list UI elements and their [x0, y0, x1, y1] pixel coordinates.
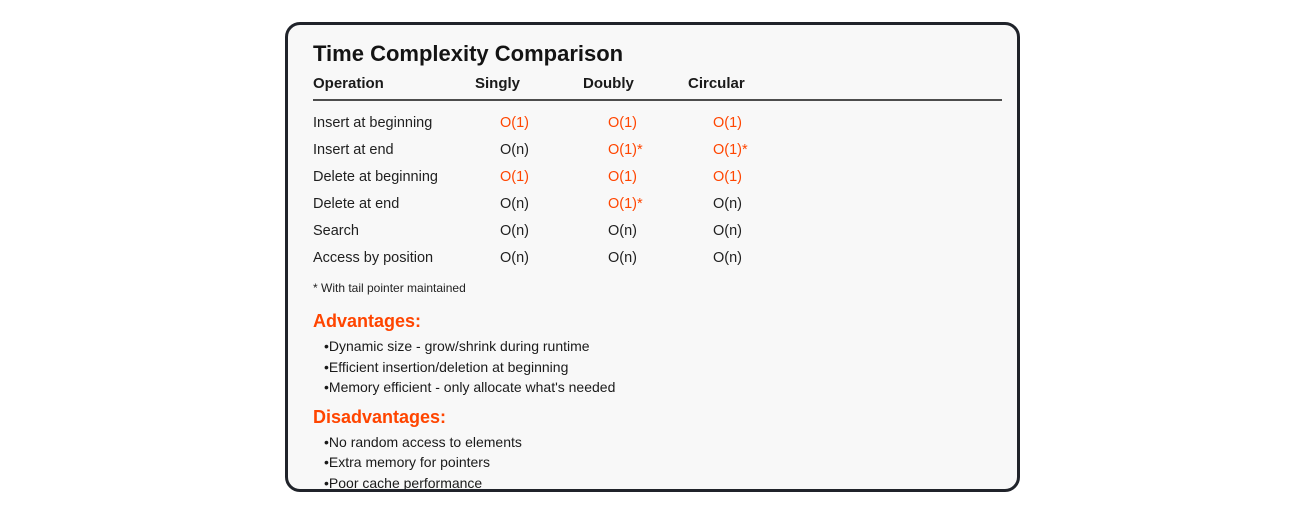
- column-header-operation: Operation: [313, 75, 384, 92]
- complexity-cell-singly: O(n): [500, 222, 529, 239]
- table-row: Access by position O(n) O(n) O(n): [313, 244, 1002, 271]
- comparison-card: Time Complexity Comparison Operation Sin…: [285, 22, 1020, 492]
- operation-cell: Search: [313, 222, 359, 239]
- advantages-list: Dynamic size - grow/shrink during runtim…: [313, 336, 992, 398]
- complexity-cell-doubly: O(n): [608, 249, 637, 266]
- table-header-row: Operation Singly Doubly Circular: [313, 75, 1002, 101]
- complexity-cell-singly: O(1): [500, 114, 529, 131]
- complexity-cell-singly: O(1): [500, 168, 529, 185]
- column-header-singly: Singly: [475, 75, 521, 92]
- table-row: Search O(n) O(n) O(n): [313, 217, 1002, 244]
- operation-cell: Delete at beginning: [313, 168, 438, 185]
- table-row: Insert at beginning O(1) O(1) O(1): [313, 109, 1002, 136]
- complexity-cell-singly: O(n): [500, 195, 529, 212]
- table-row: Delete at end O(n) O(1)* O(n): [313, 190, 1002, 217]
- complexity-cell-singly: O(n): [500, 141, 529, 158]
- complexity-cell-circular: O(1)*: [713, 141, 748, 158]
- complexity-table: Operation Singly Doubly Circular Insert …: [313, 75, 1002, 271]
- disadvantages-heading: Disadvantages:: [313, 406, 447, 427]
- table-footnote: * With tail pointer maintained: [313, 281, 466, 295]
- list-item: Extra memory for pointers: [324, 452, 992, 473]
- column-header-doubly: Doubly: [583, 75, 634, 92]
- complexity-cell-circular: O(1): [713, 114, 742, 131]
- operation-cell: Insert at end: [313, 141, 394, 158]
- table-row: Insert at end O(n) O(1)* O(1)*: [313, 136, 1002, 163]
- table-body: Insert at beginning O(1) O(1) O(1) Inser…: [313, 109, 1002, 271]
- complexity-cell-doubly: O(1)*: [608, 141, 643, 158]
- page-title: Time Complexity Comparison: [313, 41, 624, 66]
- complexity-cell-doubly: O(1): [608, 114, 637, 131]
- disadvantages-list: No random access to elements Extra memor…: [313, 432, 992, 490]
- complexity-cell-circular: O(1): [713, 168, 742, 185]
- complexity-cell-doubly: O(n): [608, 222, 637, 239]
- operation-cell: Delete at end: [313, 195, 400, 212]
- complexity-cell-doubly: O(1): [608, 168, 637, 185]
- column-header-circular: Circular: [688, 75, 745, 92]
- complexity-cell-doubly: O(1)*: [608, 195, 643, 212]
- list-item: Efficient insertion/deletion at beginnin…: [324, 357, 992, 378]
- list-item: Poor cache performance: [324, 473, 992, 490]
- complexity-cell-circular: O(n): [713, 222, 742, 239]
- complexity-cell-circular: O(n): [713, 195, 742, 212]
- list-item: Dynamic size - grow/shrink during runtim…: [324, 336, 992, 357]
- complexity-cell-singly: O(n): [500, 249, 529, 266]
- operation-cell: Insert at beginning: [313, 114, 433, 131]
- list-item: Memory efficient - only allocate what's …: [324, 377, 992, 398]
- advantages-heading: Advantages:: [313, 311, 422, 331]
- table-row: Delete at beginning O(1) O(1) O(1): [313, 163, 1002, 190]
- list-item: No random access to elements: [324, 432, 992, 453]
- complexity-cell-circular: O(n): [713, 249, 742, 266]
- operation-cell: Access by position: [313, 249, 434, 266]
